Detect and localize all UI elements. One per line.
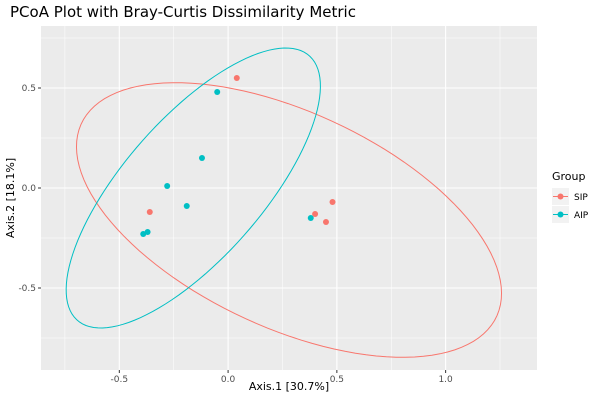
point-aip — [198, 155, 205, 161]
chart-title: PCoA Plot with Bray-Curtis Dissimilarity… — [10, 3, 356, 21]
y-tick-label: 0.5 — [22, 84, 36, 94]
y-tick-label: -0.5 — [18, 284, 36, 294]
grid-major — [41, 26, 537, 370]
legend-title: Group — [552, 170, 586, 183]
y-tick-label: 0.0 — [22, 184, 37, 194]
point-sip — [312, 211, 319, 217]
point-sip — [329, 199, 336, 205]
y-axis: -0.5 0.0 0.5 — [18, 84, 41, 294]
point-aip — [307, 215, 314, 221]
confidence-ellipses — [65, 47, 503, 358]
point-sip — [322, 219, 329, 225]
ellipse-aip — [65, 47, 321, 329]
legend-key-aip — [552, 206, 569, 223]
x-tick-label: 0.0 — [221, 375, 236, 385]
x-axis: -0.5 0.0 0.5 1.0 — [111, 370, 453, 385]
data-points — [140, 75, 336, 237]
legend-key-point — [557, 193, 564, 200]
legend-key-sip — [552, 188, 569, 205]
x-tick-label: 1.0 — [438, 375, 453, 385]
point-sip — [233, 75, 240, 81]
x-tick-label: 0.5 — [330, 375, 344, 385]
legend-label-sip: SIP — [574, 193, 588, 203]
x-axis-title: Axis.1 [30.7%] — [249, 380, 329, 393]
point-aip — [183, 203, 190, 209]
point-sip — [146, 209, 153, 215]
y-axis-title: Axis.2 [18.1%] — [4, 158, 17, 238]
legend: Group SIP AIP — [552, 170, 589, 223]
x-tick-label: -0.5 — [111, 375, 129, 385]
ellipse-sip — [75, 82, 503, 358]
point-aip — [214, 89, 221, 95]
legend-label-aip: AIP — [574, 211, 589, 221]
point-aip — [164, 183, 171, 189]
legend-key-point — [557, 211, 564, 218]
grid-minor — [41, 26, 537, 370]
plot-panel — [41, 26, 537, 370]
point-aip — [144, 229, 151, 235]
